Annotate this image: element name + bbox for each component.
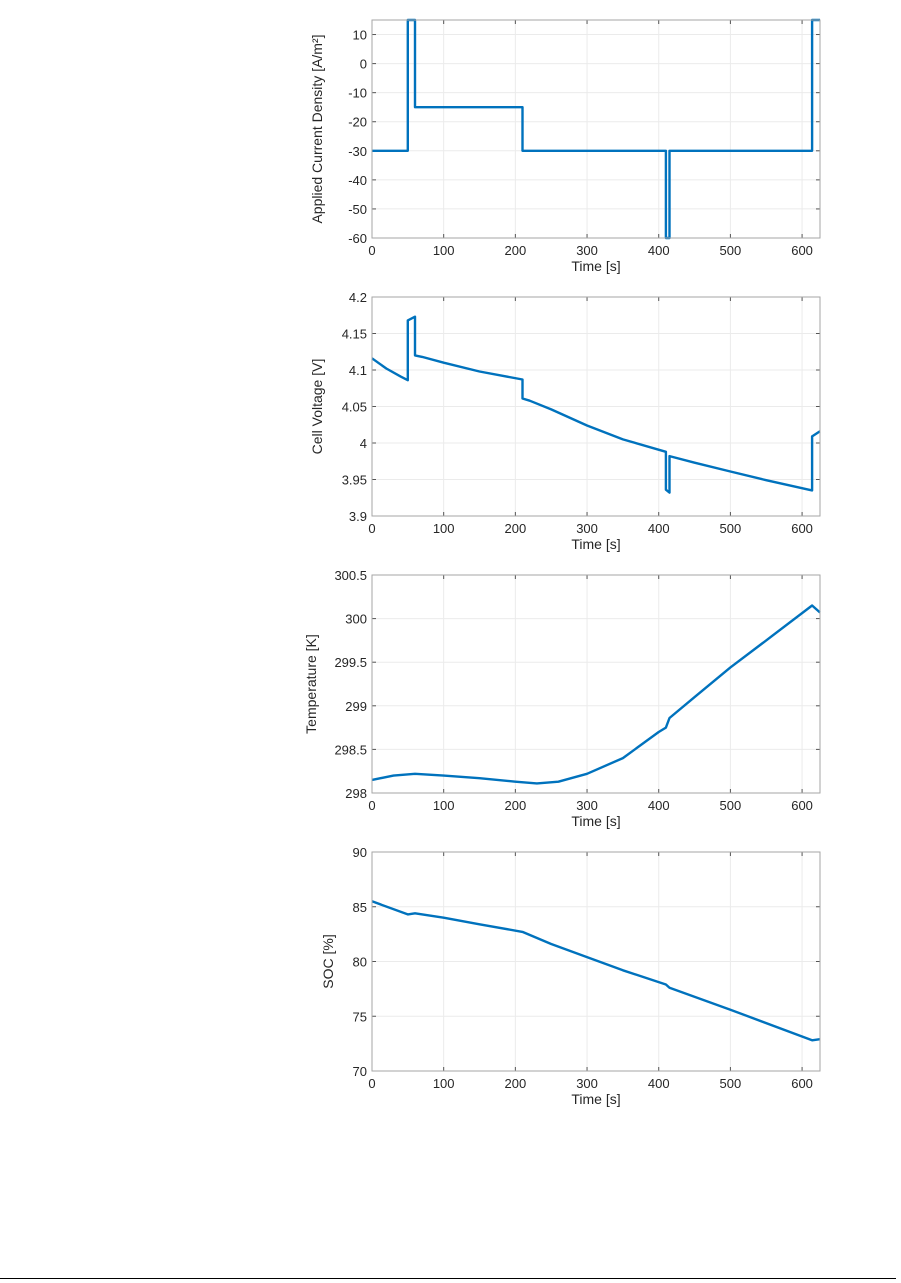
data-series-line [371, 604, 821, 785]
y-tick-label: 80 [353, 955, 367, 970]
subplot-3: 0 100 200 300 400 500 600 298 298.5 299 299.5 300 30… [303, 568, 821, 829]
page-bottom-rule [0, 1278, 896, 1279]
x-tick-label: 400 [648, 798, 670, 813]
x-tick-label: 300 [576, 521, 598, 536]
x-axis-label: Time [s] [571, 536, 620, 552]
x-axis-label: Time [s] [571, 813, 620, 829]
x-tick-label: 200 [505, 243, 527, 258]
y-tick-label: 300.5 [334, 568, 367, 583]
x-tick-label: 500 [720, 798, 742, 813]
x-tick-label: 0 [368, 243, 375, 258]
x-tick-label: 100 [433, 521, 455, 536]
y-tick-label: 85 [353, 900, 367, 915]
y-tick-label: 298.5 [334, 742, 367, 757]
x-tick-label: 100 [433, 243, 455, 258]
y-tick-label: 4.1 [349, 363, 367, 378]
y-tick-label: 90 [353, 845, 367, 860]
x-tick-label: 200 [505, 1076, 527, 1091]
x-tick-label: 400 [648, 1076, 670, 1091]
axes-box [371, 851, 821, 1072]
x-tick-label: 100 [433, 798, 455, 813]
x-tick-label: 0 [368, 798, 375, 813]
y-tick-label: 75 [353, 1009, 367, 1024]
axes-box [371, 574, 821, 794]
x-tick-label: 300 [576, 798, 598, 813]
x-tick-label: 500 [720, 521, 742, 536]
y-tick-label: -20 [348, 115, 367, 130]
x-axis-label: Time [s] [571, 258, 620, 274]
y-axis-label: Applied Current Density [A/m²] [309, 34, 325, 223]
x-tick-label: 200 [505, 798, 527, 813]
y-tick-label: 4 [360, 436, 367, 451]
x-tick-label: 600 [791, 243, 813, 258]
x-axis-label: Time [s] [571, 1091, 620, 1107]
y-tick-label: 299 [345, 699, 367, 714]
plot-area [372, 575, 820, 793]
x-tick-label: 400 [648, 243, 670, 258]
x-tick-label: 100 [433, 1076, 455, 1091]
y-tick-label: 4.2 [349, 290, 367, 305]
y-tick-label: 4.15 [342, 327, 367, 342]
x-tick-label: 400 [648, 521, 670, 536]
plot-area [372, 20, 820, 238]
y-tick-label: -10 [348, 86, 367, 101]
y-tick-label: 299.5 [334, 655, 367, 670]
y-tick-label: 10 [353, 28, 367, 43]
x-tick-label: 300 [576, 1076, 598, 1091]
y-tick-label: 3.9 [349, 509, 367, 524]
y-tick-label: 4.05 [342, 400, 367, 415]
y-tick-label: 298 [345, 786, 367, 801]
y-tick-label: -30 [348, 144, 367, 159]
y-axis-label: Cell Voltage [V] [309, 359, 325, 455]
axes-box [371, 296, 821, 517]
subplot-1: 0 100 200 300 400 500 600 -60 -50 -40 -30 -20 -10 0 10… [309, 18, 821, 274]
x-tick-label: 600 [791, 1076, 813, 1091]
y-tick-label: -60 [348, 231, 367, 246]
x-tick-label: 300 [576, 243, 598, 258]
y-tick-label: -50 [348, 202, 367, 217]
axes-box [371, 19, 821, 239]
x-tick-label: 500 [720, 243, 742, 258]
y-axis-label: SOC [%] [320, 934, 336, 988]
y-tick-label: 70 [353, 1064, 367, 1079]
y-tick-label: 300 [345, 612, 367, 627]
y-tick-label: -40 [348, 173, 367, 188]
subplot-4: 0 100 200 300 400 500 600 70 75 80 85 90 Time [s] SOC… [320, 845, 821, 1107]
y-tick-label: 3.95 [342, 473, 367, 488]
y-tick-label: 0 [360, 57, 367, 72]
x-tick-label: 600 [791, 521, 813, 536]
x-tick-label: 600 [791, 798, 813, 813]
y-axis-label: Temperature [K] [303, 634, 319, 734]
x-tick-label: 0 [368, 1076, 375, 1091]
data-series-line [371, 315, 821, 494]
x-tick-label: 200 [505, 521, 527, 536]
x-tick-label: 0 [368, 521, 375, 536]
x-tick-label: 500 [720, 1076, 742, 1091]
data-series-line [371, 900, 821, 1042]
subplot-2: 0 100 200 300 400 500 600 3.9 3.95 4 4.05 4.1 4.15 4.… [309, 290, 821, 552]
